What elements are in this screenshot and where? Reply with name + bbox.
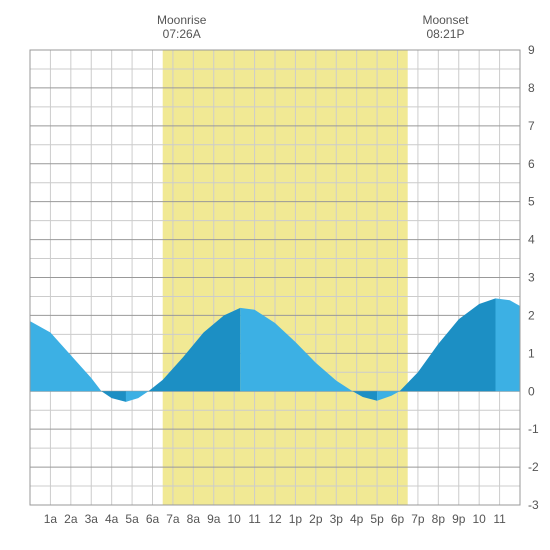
x-tick-label: 3a xyxy=(85,512,99,526)
x-tick-label: 5p xyxy=(370,512,384,526)
y-tick-label: 3 xyxy=(528,271,535,285)
x-tick-label: 7a xyxy=(166,512,180,526)
x-tick-label: 9p xyxy=(452,512,466,526)
y-tick-label: 8 xyxy=(528,81,535,95)
y-tick-label: 4 xyxy=(528,233,535,247)
y-tick-label: 9 xyxy=(528,43,535,57)
x-tick-label: 6p xyxy=(391,512,405,526)
x-tick-label: 5a xyxy=(125,512,139,526)
x-tick-label: 2p xyxy=(309,512,323,526)
x-tick-label: 2a xyxy=(64,512,78,526)
x-tick-label: 7p xyxy=(411,512,425,526)
x-tick-label: 10 xyxy=(227,512,241,526)
x-tick-label: 4p xyxy=(350,512,364,526)
x-tick-label: 11 xyxy=(248,512,261,526)
x-tick-label: 8a xyxy=(187,512,201,526)
moonrise-label: Moonrise xyxy=(157,13,207,27)
y-tick-label: 7 xyxy=(528,119,535,133)
x-tick-label: 3p xyxy=(330,512,344,526)
x-tick-label: 11 xyxy=(493,512,506,526)
y-tick-label: 6 xyxy=(528,157,535,171)
moonset-label: Moonset xyxy=(422,13,469,27)
x-tick-label: 1p xyxy=(289,512,303,526)
y-tick-label: -1 xyxy=(528,422,539,436)
y-tick-label: 2 xyxy=(528,308,535,322)
x-tick-label: 4a xyxy=(105,512,119,526)
x-tick-label: 12 xyxy=(268,512,282,526)
moonrise-time: 07:26A xyxy=(163,27,201,41)
grid xyxy=(30,50,520,505)
tide-chart: -3-2-101234567891a2a3a4a5a6a7a8a9a101112… xyxy=(10,10,540,540)
x-tick-label: 1a xyxy=(44,512,58,526)
x-tick-label: 6a xyxy=(146,512,160,526)
y-tick-label: 1 xyxy=(528,346,535,360)
y-tick-label: -3 xyxy=(528,498,539,512)
y-tick-label: 0 xyxy=(528,384,535,398)
x-tick-label: 9a xyxy=(207,512,221,526)
x-tick-label: 10 xyxy=(472,512,486,526)
x-tick-label: 8p xyxy=(432,512,446,526)
y-tick-label: 5 xyxy=(528,195,535,209)
y-tick-label: -2 xyxy=(528,460,539,474)
chart-svg: -3-2-101234567891a2a3a4a5a6a7a8a9a101112… xyxy=(10,10,540,540)
moonset-time: 08:21P xyxy=(426,27,464,41)
